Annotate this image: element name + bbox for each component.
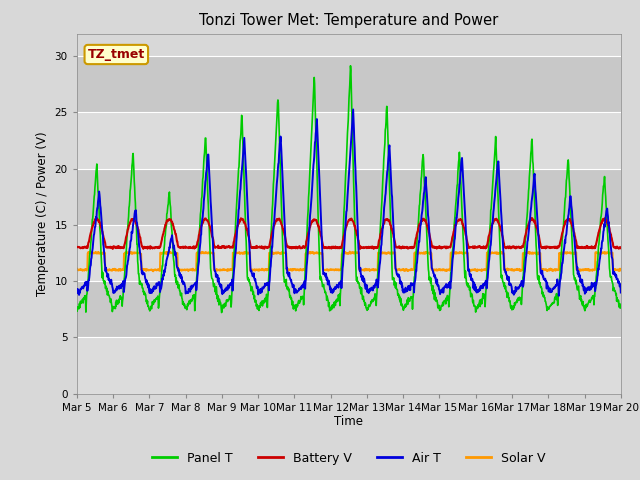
Line: Air T: Air T	[77, 109, 621, 296]
Battery V	[194, 239, 202, 244]
Air T	[553, 282, 561, 288]
Bar	[77, 281, 621, 337]
Solar V	[553, 267, 561, 273]
Air T	[73, 290, 81, 296]
Panel T	[505, 295, 513, 300]
Solar V	[617, 267, 625, 273]
Battery V	[617, 245, 625, 251]
Panel T	[73, 308, 81, 313]
Solar V	[195, 250, 202, 256]
Air T	[555, 293, 563, 299]
Panel T	[347, 63, 355, 69]
Y-axis label: Temperature (C) / Power (V): Temperature (C) / Power (V)	[36, 132, 49, 296]
Battery V	[255, 244, 262, 250]
Bar	[77, 337, 621, 394]
Line: Solar V: Solar V	[77, 251, 621, 271]
Panel T	[434, 305, 442, 311]
Solar V	[484, 248, 492, 254]
Solar V	[255, 268, 263, 274]
Battery V	[505, 245, 513, 251]
Air T	[349, 107, 357, 112]
Legend: Panel T, Battery V, Air T, Solar V: Panel T, Battery V, Air T, Solar V	[147, 447, 550, 469]
Text: TZ_tmet: TZ_tmet	[88, 48, 145, 61]
Panel T	[180, 301, 188, 307]
Battery V	[528, 216, 536, 221]
Line: Battery V: Battery V	[77, 218, 621, 249]
Panel T	[255, 308, 263, 313]
Panel T	[218, 310, 225, 315]
Air T	[180, 281, 188, 287]
Panel T	[194, 259, 202, 264]
Solar V	[505, 266, 513, 272]
Line: Panel T: Panel T	[77, 66, 621, 312]
Bar	[77, 112, 621, 168]
X-axis label: Time: Time	[334, 415, 364, 429]
Bar	[77, 168, 621, 225]
Battery V	[73, 244, 81, 250]
Panel T	[617, 303, 625, 309]
Title: Tonzi Tower Met: Temperature and Power: Tonzi Tower Met: Temperature and Power	[199, 13, 499, 28]
Air T	[505, 277, 513, 283]
Air T	[617, 289, 625, 295]
Solar V	[149, 268, 157, 274]
Bar	[77, 56, 621, 112]
Air T	[255, 289, 262, 295]
Panel T	[553, 297, 561, 303]
Battery V	[356, 246, 364, 252]
Battery V	[553, 245, 561, 251]
Air T	[194, 270, 202, 276]
Solar V	[434, 267, 442, 273]
Battery V	[434, 244, 442, 250]
Battery V	[180, 244, 188, 250]
Solar V	[73, 266, 81, 272]
Air T	[434, 282, 442, 288]
Solar V	[181, 267, 189, 273]
Bar	[77, 225, 621, 281]
